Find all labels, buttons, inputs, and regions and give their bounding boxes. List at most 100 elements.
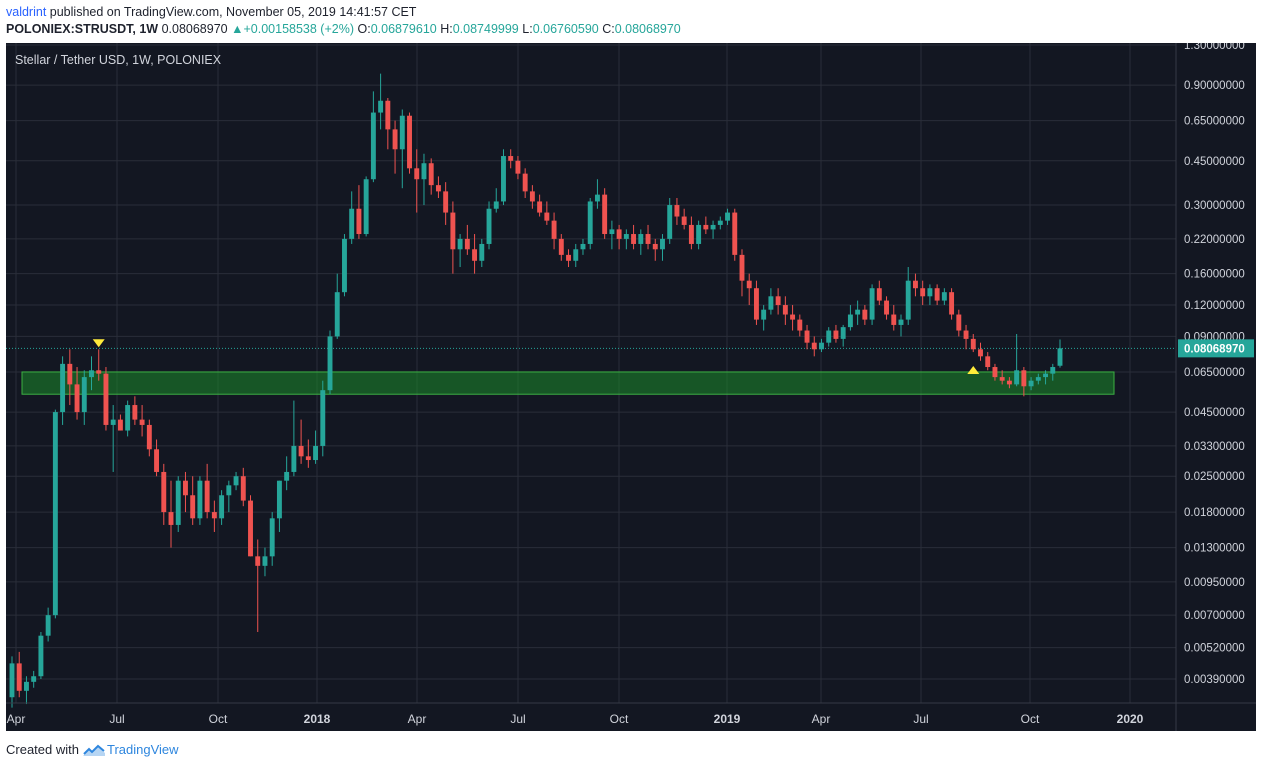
candle <box>154 439 160 477</box>
candle <box>255 539 261 632</box>
candle <box>804 324 810 350</box>
candle <box>356 185 362 239</box>
support-zone <box>21 371 1115 395</box>
candle <box>978 342 983 361</box>
candle <box>725 208 730 225</box>
y-tick-label: 0.00950000 <box>1184 577 1245 589</box>
candle <box>891 305 897 331</box>
author-link[interactable]: valdrint <box>6 5 47 19</box>
candle <box>819 338 824 353</box>
candle <box>660 234 665 261</box>
candle <box>558 234 564 261</box>
candle <box>956 309 962 337</box>
y-tick-label: 0.06500000 <box>1184 367 1245 379</box>
y-tick-label: 0.01300000 <box>1184 543 1245 555</box>
candle <box>125 400 131 437</box>
chart-area[interactable]: 1.30000000 0.90000000 0.65000000 0.45000000… <box>6 40 1256 731</box>
candle <box>761 305 767 331</box>
publish-header: valdrint published on TradingView.com, N… <box>6 4 681 38</box>
candle <box>60 356 66 425</box>
published-text: published on TradingView.com, November 0… <box>49 5 417 19</box>
x-tick-label: Oct <box>1021 712 1040 726</box>
candle <box>110 405 116 472</box>
close-value: 0.08068970 <box>614 22 681 36</box>
candle <box>226 480 232 513</box>
tradingview-logo-icon <box>82 744 105 756</box>
candle <box>905 267 911 325</box>
candle <box>566 249 571 268</box>
candle <box>797 314 803 337</box>
candle <box>1021 367 1027 397</box>
candle <box>139 405 145 437</box>
x-tick-label: 2018 <box>304 712 331 726</box>
candle <box>710 220 716 239</box>
candle <box>298 419 304 464</box>
markers <box>92 339 980 375</box>
candle <box>941 288 947 306</box>
candle <box>493 188 499 213</box>
candle <box>486 201 492 250</box>
candle <box>811 336 817 357</box>
candle <box>1028 377 1034 391</box>
x-tick-label: Oct <box>610 712 629 726</box>
y-tick-label: 0.16000000 <box>1184 269 1245 281</box>
time-axis[interactable]: Apr Jul Oct 2018 Apr Jul Oct 2019 Apr Jul Oct 2020 <box>7 712 1144 726</box>
candle <box>638 229 644 255</box>
candle <box>240 467 246 507</box>
up-triangle-marker-icon <box>967 366 980 375</box>
candle <box>826 327 832 347</box>
candle <box>414 149 420 213</box>
x-tick-label: Jul <box>109 712 124 726</box>
candle <box>81 370 87 425</box>
candle <box>74 367 80 420</box>
candle <box>898 314 904 337</box>
open-value: 0.06879610 <box>370 22 437 36</box>
candle <box>703 216 709 235</box>
candle <box>233 471 239 491</box>
candle <box>790 305 796 331</box>
price-axis[interactable]: 1.30000000 0.90000000 0.65000000 0.45000000… <box>1178 40 1254 686</box>
candle <box>768 288 774 315</box>
candle <box>334 273 340 339</box>
high-value: 0.08749999 <box>452 22 519 36</box>
candle <box>479 238 485 268</box>
candle <box>696 220 702 250</box>
candle <box>551 212 557 250</box>
candle <box>190 476 196 525</box>
candle <box>161 463 167 525</box>
candles <box>9 73 1063 708</box>
candle <box>31 670 37 688</box>
candle <box>529 185 535 209</box>
candle <box>515 156 521 180</box>
candle <box>457 234 463 268</box>
candle <box>183 471 188 513</box>
candle <box>117 414 123 431</box>
candle <box>782 296 788 325</box>
candle <box>378 73 384 130</box>
candle <box>96 349 102 381</box>
candle <box>89 356 94 391</box>
candle <box>645 224 651 250</box>
candle <box>609 220 615 250</box>
candle <box>934 284 940 306</box>
candle <box>739 249 745 297</box>
candle <box>370 91 376 183</box>
candle <box>349 191 355 244</box>
x-tick-label: Apr <box>7 712 26 726</box>
y-tick-label: 0.45000000 <box>1184 156 1245 168</box>
low-label: L: <box>522 22 533 36</box>
candle <box>428 158 434 195</box>
candlestick-chart[interactable]: 1.30000000 0.90000000 0.65000000 0.45000000… <box>6 40 1256 731</box>
candle <box>775 288 781 315</box>
candle <box>342 234 347 297</box>
svg-text:0.08068970: 0.08068970 <box>1184 343 1245 355</box>
candle <box>869 284 875 325</box>
candle <box>522 168 528 198</box>
y-tick-label: 0.03300000 <box>1184 441 1245 453</box>
candle <box>667 197 673 244</box>
tradingview-brand-text: TradingView <box>106 742 179 757</box>
candle <box>753 280 759 325</box>
candle <box>168 480 174 548</box>
tradingview-link[interactable]: TradingView <box>82 742 179 757</box>
candle <box>1043 370 1049 385</box>
